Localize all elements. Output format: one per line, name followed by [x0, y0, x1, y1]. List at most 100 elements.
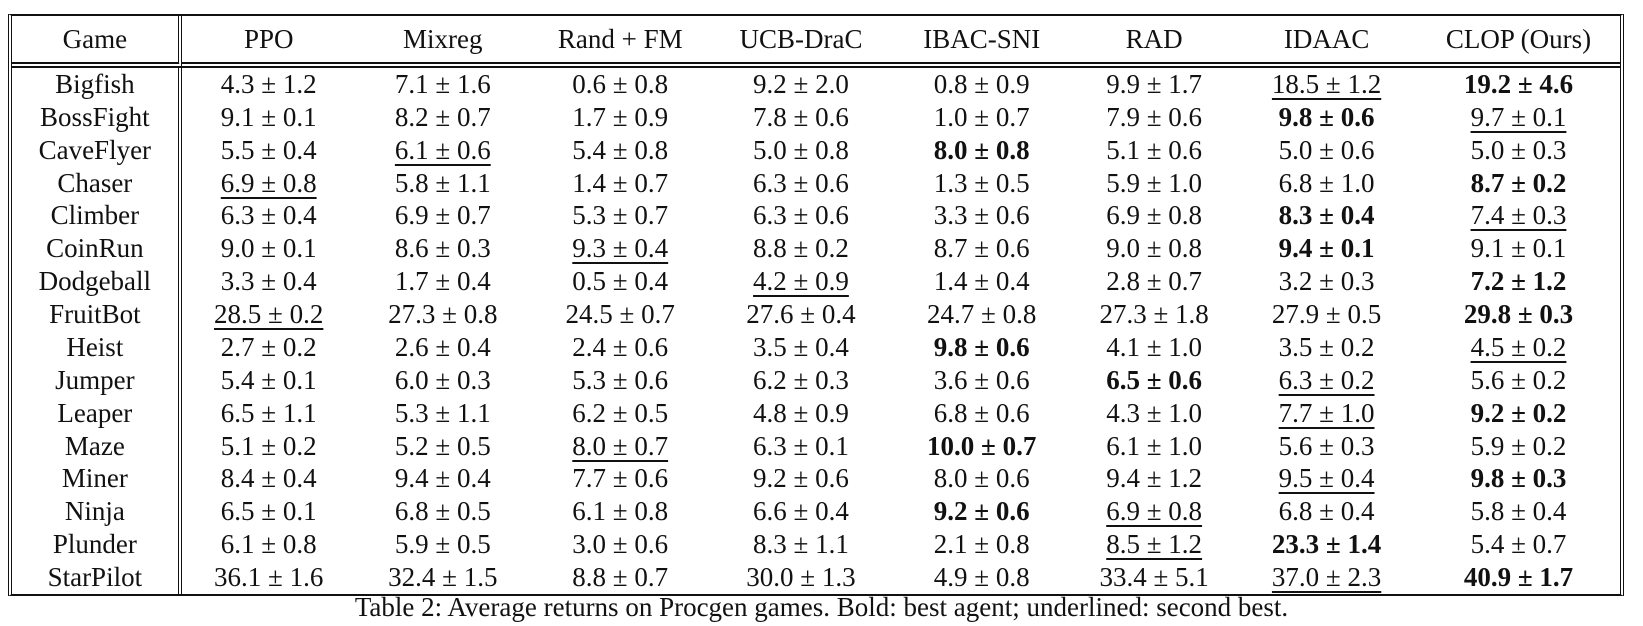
- score-cell: 3.6 ± 0.6: [891, 364, 1072, 397]
- score-value: 8.0 ± 0.7: [572, 430, 669, 461]
- score-cell: 32.4 ± 1.5: [356, 561, 530, 594]
- score-cell: 5.5 ± 0.4: [182, 134, 356, 167]
- score-cell: 9.9 ± 1.7: [1072, 68, 1236, 101]
- score-cell: 23.3 ± 1.4: [1236, 528, 1417, 561]
- table-row: Bigfish 4.3 ± 1.2 7.1 ± 1.6 0.6 ± 0.8 9.2 ± …: [12, 68, 1620, 101]
- score-cell: 9.3 ± 0.4: [530, 232, 711, 265]
- score-cell: 10.0 ± 0.7: [891, 430, 1072, 463]
- score-value: 2.8 ± 0.7: [1106, 266, 1203, 297]
- score-cell: 5.0 ± 0.6: [1236, 134, 1417, 167]
- game-name-cell: FruitBot: [12, 298, 182, 331]
- score-value: 5.9 ± 0.5: [394, 529, 491, 560]
- score-value: 6.3 ± 0.2: [1278, 364, 1375, 395]
- score-value: 6.9 ± 0.7: [394, 200, 491, 231]
- score-value: 5.8 ± 1.1: [394, 167, 491, 198]
- score-cell: 4.8 ± 0.9: [711, 397, 892, 430]
- game-name-cell: Climber: [12, 199, 182, 233]
- score-value: 6.2 ± 0.5: [572, 397, 669, 428]
- score-value: 6.8 ± 1.0: [1278, 167, 1375, 198]
- score-cell: 6.8 ± 0.5: [356, 495, 530, 528]
- score-value: 8.3 ± 1.1: [753, 529, 849, 560]
- score-cell: 9.2 ± 0.2: [1417, 397, 1620, 430]
- score-value: 5.1 ± 0.6: [1106, 134, 1203, 165]
- header-idaac: IDAAC: [1236, 16, 1417, 68]
- score-value: 8.8 ± 0.7: [572, 562, 669, 593]
- score-cell: 6.2 ± 0.5: [530, 397, 711, 430]
- score-cell: 2.6 ± 0.4: [356, 331, 530, 364]
- score-cell: 9.7 ± 0.1: [1417, 101, 1620, 134]
- score-value: 40.9 ± 1.7: [1463, 562, 1574, 593]
- score-cell: 9.0 ± 0.8: [1072, 232, 1236, 265]
- score-value: 6.2 ± 0.3: [753, 364, 849, 395]
- score-value: 6.8 ± 0.4: [1278, 496, 1375, 527]
- score-value: 6.8 ± 0.6: [933, 397, 1030, 428]
- score-value: 9.2 ± 2.0: [753, 68, 849, 99]
- score-cell: 6.0 ± 0.3: [356, 364, 530, 397]
- score-cell: 7.1 ± 1.6: [356, 68, 530, 101]
- score-cell: 9.5 ± 0.4: [1236, 463, 1417, 496]
- score-value: 3.6 ± 0.6: [933, 364, 1030, 395]
- score-value: 4.3 ± 1.0: [1106, 397, 1203, 428]
- score-cell: 7.2 ± 1.2: [1417, 265, 1620, 298]
- score-cell: 6.1 ± 0.8: [530, 495, 711, 528]
- score-value: 1.4 ± 0.7: [572, 167, 669, 198]
- score-value: 5.8 ± 0.4: [1470, 496, 1567, 527]
- table-row: Chaser 6.9 ± 0.8 5.8 ± 1.1 1.4 ± 0.7 6.3 ± 0…: [12, 166, 1620, 200]
- score-cell: 18.5 ± 1.2: [1236, 68, 1417, 101]
- score-value: 8.2 ± 0.7: [394, 101, 491, 132]
- score-cell: 27.3 ± 0.8: [356, 298, 530, 331]
- score-cell: 1.0 ± 0.7: [891, 101, 1072, 134]
- score-value: 24.5 ± 0.7: [565, 299, 675, 330]
- score-cell: 1.7 ± 0.4: [356, 265, 530, 298]
- score-cell: 3.3 ± 0.4: [182, 265, 356, 298]
- score-value: 8.8 ± 0.2: [753, 233, 849, 264]
- score-value: 9.4 ± 0.4: [394, 463, 491, 494]
- score-cell: 28.5 ± 0.2: [182, 298, 356, 331]
- score-cell: 5.9 ± 1.0: [1072, 167, 1236, 200]
- score-value: 2.6 ± 0.4: [394, 331, 491, 362]
- score-cell: 0.5 ± 0.4: [530, 265, 711, 298]
- score-cell: 1.3 ± 0.5: [891, 167, 1072, 200]
- score-cell: 9.2 ± 0.6: [891, 495, 1072, 528]
- score-value: 9.0 ± 0.1: [220, 233, 317, 264]
- header-game: Game: [12, 16, 182, 68]
- score-value: 9.5 ± 0.4: [1278, 463, 1375, 494]
- score-cell: 40.9 ± 1.7: [1417, 561, 1620, 594]
- score-cell: 5.9 ± 0.2: [1417, 430, 1620, 463]
- score-value: 9.1 ± 0.1: [1470, 233, 1567, 264]
- score-value: 6.9 ± 0.8: [1106, 200, 1203, 231]
- score-value: 1.0 ± 0.7: [933, 101, 1030, 132]
- score-value: 7.8 ± 0.6: [753, 101, 849, 132]
- game-name-cell: Chaser: [12, 166, 182, 200]
- header-ucb-drac: UCB-DraC: [710, 16, 892, 68]
- score-value: 6.5 ± 0.6: [1106, 364, 1203, 395]
- score-cell: 8.8 ± 0.2: [711, 232, 892, 265]
- score-value: 4.2 ± 0.9: [753, 266, 849, 297]
- score-cell: 36.1 ± 1.6: [182, 561, 356, 594]
- score-value: 9.7 ± 0.1: [1470, 101, 1567, 132]
- score-cell: 5.8 ± 0.4: [1417, 495, 1620, 528]
- score-value: 6.1 ± 0.6: [394, 134, 491, 165]
- score-cell: 1.7 ± 0.9: [530, 101, 711, 134]
- score-value: 7.7 ± 1.0: [1278, 397, 1375, 428]
- score-value: 5.3 ± 0.6: [572, 364, 669, 395]
- score-cell: 5.6 ± 0.3: [1236, 430, 1417, 463]
- score-cell: 5.6 ± 0.2: [1417, 364, 1620, 397]
- score-value: 3.3 ± 0.6: [933, 200, 1030, 231]
- score-value: 32.4 ± 1.5: [388, 562, 498, 593]
- score-value: 6.5 ± 1.1: [220, 397, 317, 428]
- score-value: 9.2 ± 0.6: [933, 496, 1030, 527]
- score-value: 2.1 ± 0.8: [933, 529, 1030, 560]
- score-value: 4.5 ± 0.2: [1470, 331, 1567, 362]
- score-value: 9.0 ± 0.8: [1106, 233, 1203, 264]
- score-value: 6.5 ± 0.1: [220, 496, 317, 527]
- score-cell: 6.3 ± 0.1: [711, 430, 892, 463]
- score-value: 0.8 ± 0.9: [933, 68, 1030, 99]
- table-row: StarPilot 36.1 ± 1.6 32.4 ± 1.5 8.8 ± 0.7 30…: [12, 561, 1620, 594]
- score-cell: 6.5 ± 0.6: [1072, 364, 1236, 397]
- score-value: 6.3 ± 0.1: [753, 430, 849, 461]
- score-value: 7.4 ± 0.3: [1470, 200, 1567, 231]
- score-value: 24.7 ± 0.8: [927, 299, 1037, 330]
- score-cell: 27.9 ± 0.5: [1236, 298, 1417, 331]
- score-value: 1.7 ± 0.9: [572, 101, 669, 132]
